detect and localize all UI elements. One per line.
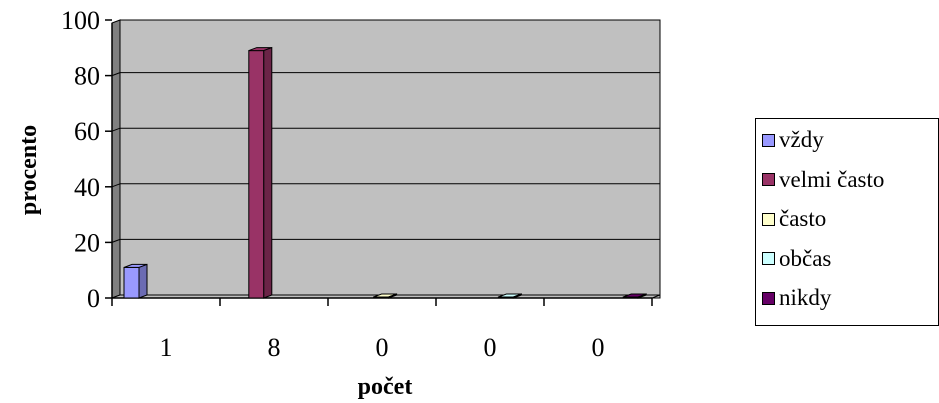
gridline-side [111, 183, 121, 188]
x-axis-title: počet [358, 374, 413, 400]
x-tick-label: 0 [376, 333, 389, 362]
legend-label: často [779, 206, 827, 231]
y-tick-label: 20 [74, 228, 100, 257]
y-tick-label: 60 [74, 117, 100, 146]
bar-side [512, 293, 522, 299]
y-tick-label: 0 [87, 284, 100, 313]
legend-item: občas [762, 246, 831, 272]
bar-side [637, 293, 647, 299]
bar-zero [622, 293, 647, 299]
x-tick-label: 0 [592, 333, 605, 362]
bar-side [138, 263, 148, 299]
bar-side [388, 293, 398, 299]
gridline-side [111, 72, 121, 77]
bar-front [123, 266, 140, 299]
legend-swatch [762, 133, 775, 147]
legend-swatch [762, 291, 775, 305]
legend-label: vždy [779, 127, 824, 152]
x-tick-label: 1 [160, 333, 173, 362]
y-tick-label: 80 [74, 62, 100, 91]
bar-zero [497, 293, 522, 299]
x-tick-label: 8 [268, 333, 281, 362]
legend-label: nikdy [779, 285, 832, 310]
legend-swatch [762, 212, 775, 226]
y-tick-label: 40 [74, 173, 100, 202]
bar-zero [373, 293, 398, 299]
bar [123, 263, 148, 299]
legend-item: velmi často [762, 167, 884, 193]
y-tick-label: 100 [61, 6, 100, 35]
x-tick-label: 0 [484, 333, 497, 362]
plot-background [119, 19, 661, 299]
legend-swatch [762, 252, 775, 265]
legend: vždy velmi často často občas nikdy [755, 118, 939, 326]
legend-item: často [762, 206, 826, 232]
bar-side [263, 46, 273, 299]
legend-swatch [762, 173, 775, 186]
legend-item: vždy [762, 127, 824, 153]
legend-label: velmi často [779, 166, 885, 192]
plot-area [105, 19, 661, 306]
bar [248, 46, 273, 299]
side-wall [111, 19, 121, 299]
legend-label: občas [779, 245, 832, 271]
y-axis-title: procento [16, 125, 42, 215]
gridline-side [111, 127, 121, 132]
bar-front [248, 50, 265, 299]
legend-item: nikdy [762, 285, 831, 311]
gridline-side [111, 238, 121, 243]
